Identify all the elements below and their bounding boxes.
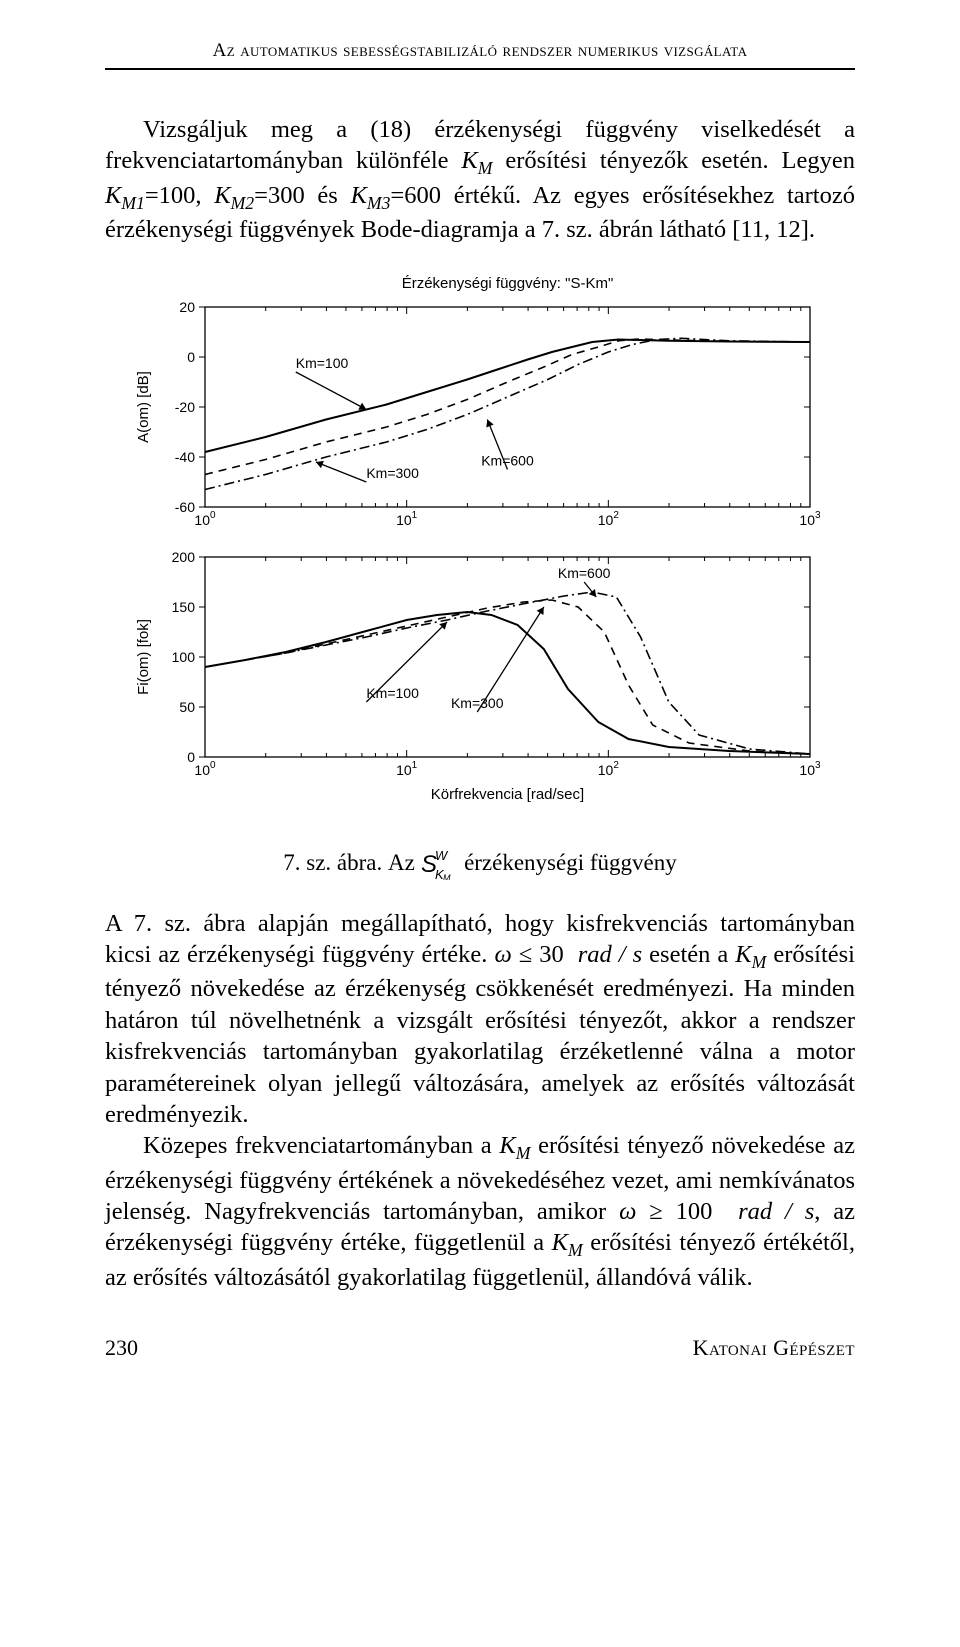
svg-text:-40: -40 [175,449,195,465]
paragraph-2: A 7. sz. ábra alapján megállapítható, ho… [105,908,855,1131]
svg-text:Fi(om) [fok]: Fi(om) [fok] [135,619,152,695]
svg-text:Km=600: Km=600 [558,565,611,581]
svg-text:20: 20 [179,299,195,315]
svg-text:200: 200 [172,549,196,565]
svg-text:M: M [443,873,451,880]
figure-7: Érzékenységi függvény: "S-Km" -60 -40 -20 0 2… [130,272,830,832]
svg-text:101: 101 [396,760,418,778]
running-head: Az automatikus sebességstabilizáló rends… [105,40,855,70]
page-number: 230 [105,1335,138,1361]
svg-text:A(om) [dB]: A(om) [dB] [135,371,152,443]
svg-text:102: 102 [598,510,620,528]
svg-text:103: 103 [799,510,821,528]
section-name: Katonai Gépészet [693,1335,855,1361]
svg-text:W: W [435,850,449,863]
paragraph-1: Vizsgáljuk meg a (18) érzékenységi függv… [105,114,855,246]
svg-text:0: 0 [187,349,195,365]
svg-text:Km=300: Km=300 [366,465,419,481]
svg-text:Km=300: Km=300 [451,695,504,711]
svg-text:Körfrekvencia [rad/sec]: Körfrekvencia [rad/sec] [431,786,584,803]
svg-text:Km=600: Km=600 [481,452,534,468]
svg-text:103: 103 [799,760,821,778]
svg-text:100: 100 [172,649,196,665]
svg-text:50: 50 [179,699,195,715]
paragraph-3: Közepes frekvenciatartományban a KM erős… [105,1130,855,1293]
page-footer: 230 Katonai Gépészet [105,1335,855,1361]
svg-text:100: 100 [194,510,216,528]
svg-text:100: 100 [194,760,216,778]
svg-text:-20: -20 [175,399,195,415]
svg-text:102: 102 [598,760,620,778]
svg-text:Km=100: Km=100 [366,685,419,701]
figure-7-caption: 7. sz. ábra. Az SWKM érzékenységi függvé… [105,850,855,880]
svg-text:150: 150 [172,599,196,615]
svg-text:Km=100: Km=100 [296,355,349,371]
bode-figure: Érzékenységi függvény: "S-Km" -60 -40 -20 0 2… [130,272,830,832]
svg-text:-60: -60 [175,499,195,515]
svg-text:101: 101 [396,510,418,528]
svg-text:Érzékenységi függvény: "S-Km": Érzékenységi függvény: "S-Km" [402,275,614,292]
